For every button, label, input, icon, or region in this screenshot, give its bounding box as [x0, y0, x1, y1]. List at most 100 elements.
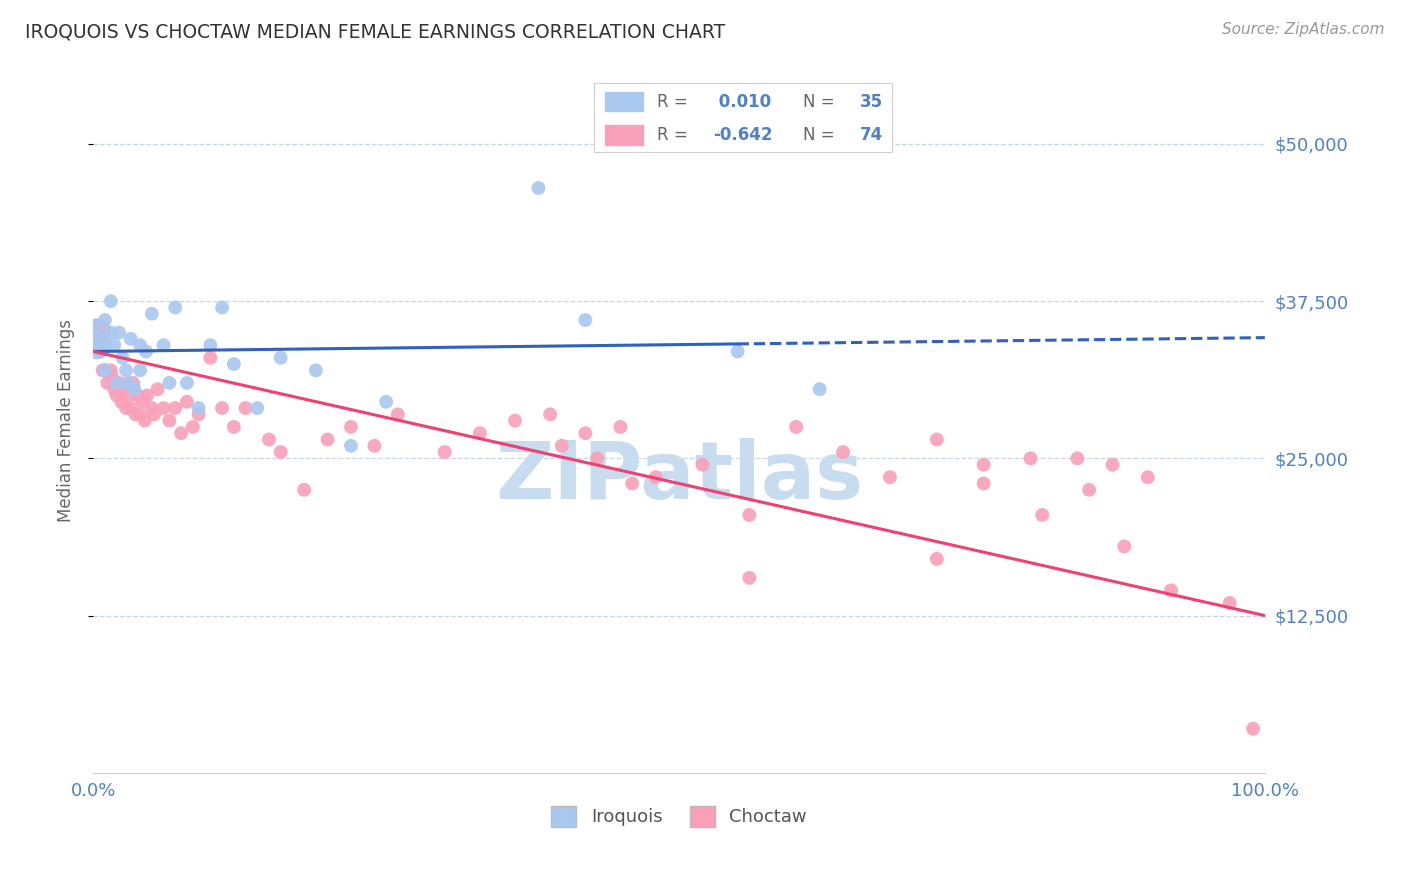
Point — [316, 433, 339, 447]
Y-axis label: Median Female Earnings: Median Female Earnings — [58, 319, 75, 522]
Point — [135, 344, 157, 359]
Point — [110, 394, 132, 409]
Point — [117, 376, 139, 390]
Point — [1241, 722, 1264, 736]
Point — [925, 433, 948, 447]
Point — [89, 344, 111, 359]
Point — [134, 414, 156, 428]
Point — [1101, 458, 1123, 472]
Point — [1219, 596, 1241, 610]
Point — [152, 338, 174, 352]
Point — [222, 357, 245, 371]
Point — [122, 382, 145, 396]
Point — [1031, 508, 1053, 522]
Point — [551, 439, 574, 453]
Point — [1160, 583, 1182, 598]
Point — [129, 408, 152, 422]
Point — [609, 420, 631, 434]
Point — [103, 338, 125, 352]
Point — [1114, 540, 1136, 554]
Point — [127, 388, 149, 402]
Point — [574, 313, 596, 327]
Point — [103, 382, 125, 396]
Point — [120, 401, 142, 415]
Point — [211, 301, 233, 315]
Point — [157, 376, 180, 390]
Point — [100, 363, 122, 377]
Point — [468, 426, 491, 441]
FancyBboxPatch shape — [605, 93, 643, 112]
Point — [111, 351, 134, 365]
Text: 74: 74 — [859, 127, 883, 145]
Point — [692, 458, 714, 472]
Point — [176, 394, 198, 409]
Text: R =: R = — [657, 127, 688, 145]
Point — [621, 476, 644, 491]
Point — [832, 445, 855, 459]
Text: 35: 35 — [859, 94, 883, 112]
Point — [181, 420, 204, 434]
Point — [574, 426, 596, 441]
Point — [115, 363, 138, 377]
Point — [96, 376, 118, 390]
Point — [94, 363, 117, 377]
Point — [86, 326, 108, 340]
Point — [112, 382, 135, 396]
Text: -0.642: -0.642 — [713, 127, 772, 145]
Point — [785, 420, 807, 434]
Point — [270, 351, 292, 365]
Text: N =: N = — [803, 94, 841, 112]
Point — [86, 332, 108, 346]
Point — [257, 433, 280, 447]
Point — [738, 508, 761, 522]
Point — [235, 401, 257, 415]
Point — [94, 313, 117, 327]
Point — [86, 326, 108, 340]
Text: N =: N = — [803, 127, 841, 145]
Point — [101, 369, 124, 384]
Point — [100, 294, 122, 309]
Point — [973, 476, 995, 491]
Point — [644, 470, 666, 484]
FancyBboxPatch shape — [605, 126, 643, 145]
Point — [305, 363, 328, 377]
Point — [200, 351, 222, 365]
Point — [211, 401, 233, 415]
Point — [143, 408, 166, 422]
Point — [100, 326, 122, 340]
Point — [141, 307, 163, 321]
Point — [129, 338, 152, 352]
Point — [222, 420, 245, 434]
Point — [527, 181, 550, 195]
Text: ZIPatlas: ZIPatlas — [495, 438, 863, 516]
Point — [727, 344, 749, 359]
Point — [246, 401, 269, 415]
Point — [340, 420, 363, 434]
Point — [586, 451, 609, 466]
Point — [973, 458, 995, 472]
Point — [433, 445, 456, 459]
Point — [122, 376, 145, 390]
Point — [86, 319, 108, 334]
Point — [363, 439, 385, 453]
Point — [1019, 451, 1042, 466]
Text: Source: ZipAtlas.com: Source: ZipAtlas.com — [1222, 22, 1385, 37]
Point — [165, 401, 187, 415]
Text: R =: R = — [657, 94, 688, 112]
Point — [1066, 451, 1088, 466]
Point — [108, 376, 131, 390]
Point — [91, 363, 114, 377]
Point — [925, 552, 948, 566]
Point — [129, 363, 152, 377]
Point — [340, 439, 363, 453]
Point — [1078, 483, 1101, 497]
Point — [879, 470, 901, 484]
Point — [131, 394, 153, 409]
Point — [86, 338, 108, 352]
Point — [105, 388, 128, 402]
Point — [146, 382, 169, 396]
Legend: Iroquois, Choctaw: Iroquois, Choctaw — [544, 799, 814, 834]
Point — [170, 426, 193, 441]
Point — [136, 388, 159, 402]
Point — [94, 363, 117, 377]
